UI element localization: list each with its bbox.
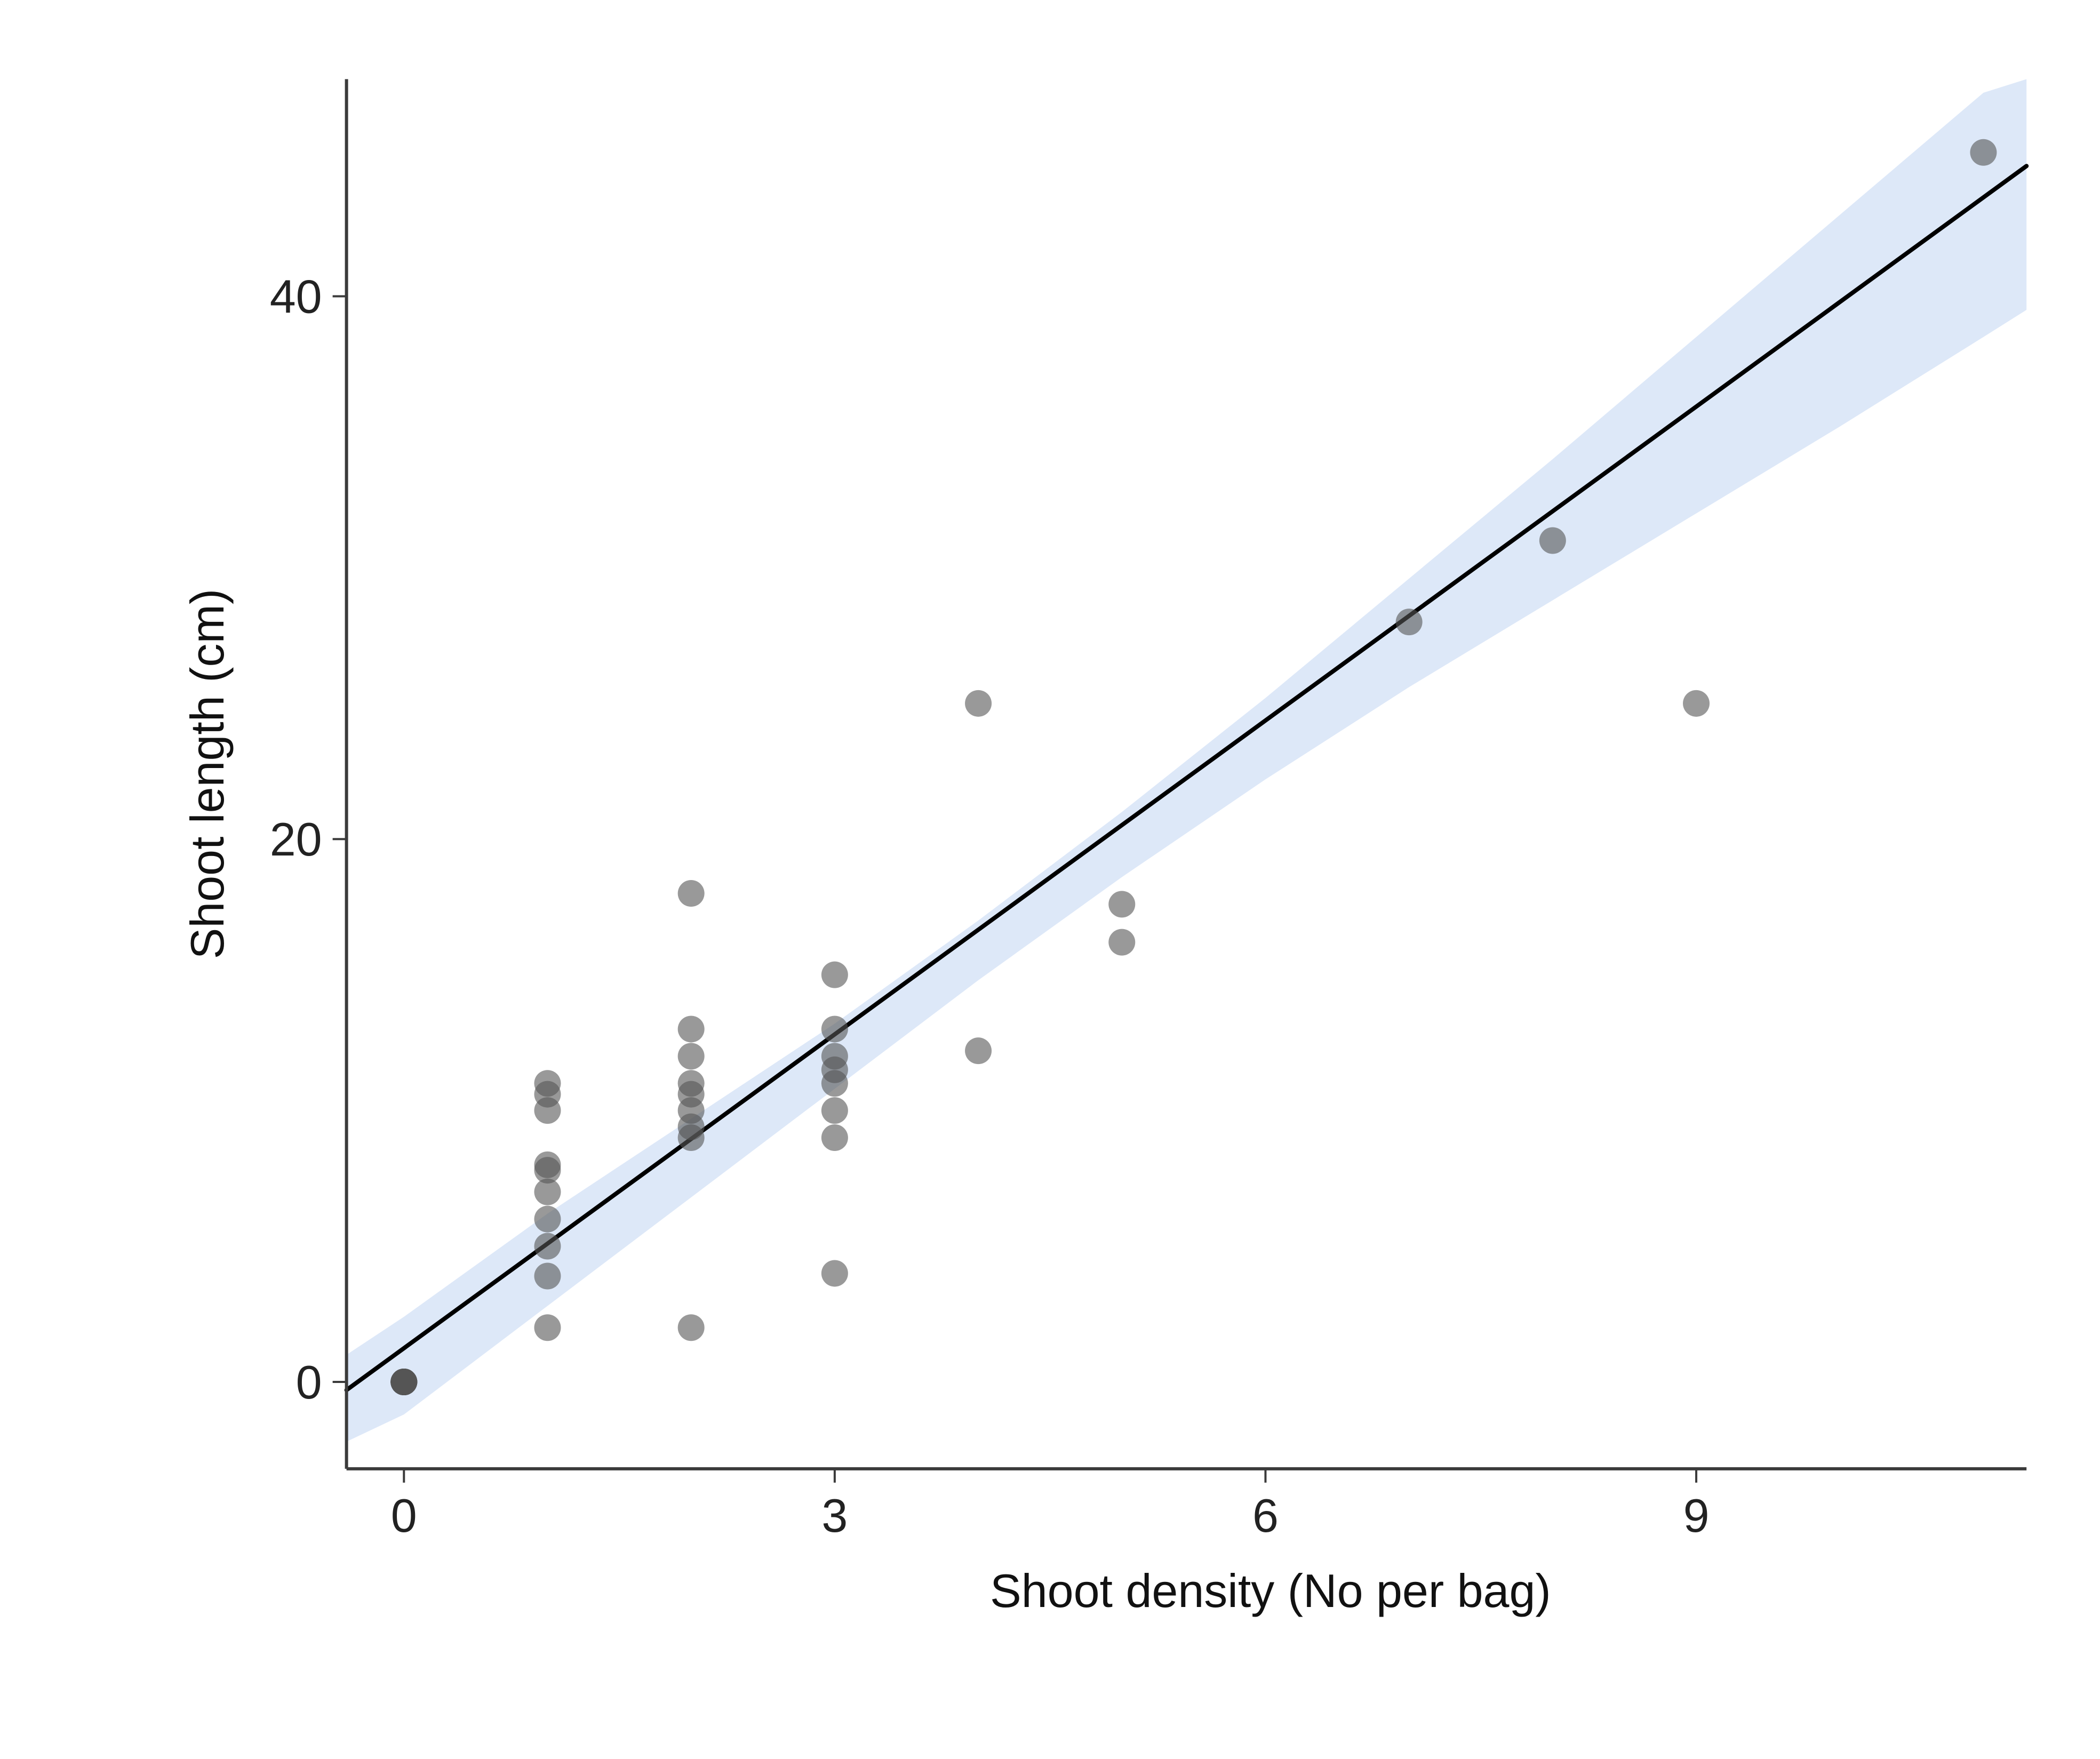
data-point <box>821 1260 848 1286</box>
data-point <box>678 1314 705 1341</box>
data-point <box>821 1124 848 1151</box>
data-point <box>678 880 705 907</box>
data-point <box>1108 929 1135 956</box>
x-tick-label: 9 <box>1683 1489 1710 1542</box>
data-point <box>821 1016 848 1042</box>
x-tick-label: 3 <box>821 1489 848 1542</box>
data-point <box>390 1369 417 1395</box>
data-point <box>534 1263 561 1290</box>
data-point <box>678 1043 705 1069</box>
y-tick-label: 0 <box>296 1356 322 1409</box>
y-tick-label: 40 <box>270 270 322 323</box>
scatter-chart: 0 3 6 9 0 20 40 Shoot density (No per bag) Shoot… <box>0 0 2100 1759</box>
data-point <box>534 1233 561 1260</box>
data-point <box>1683 690 1710 717</box>
x-tick-label: 0 <box>391 1489 417 1542</box>
data-point <box>965 1037 992 1064</box>
data-point <box>534 1314 561 1341</box>
y-tick-label: 20 <box>270 813 322 866</box>
data-point <box>821 962 848 988</box>
data-point <box>534 1070 561 1097</box>
data-point <box>1970 139 1997 166</box>
data-point <box>1396 609 1423 635</box>
data-point <box>534 1152 561 1178</box>
x-tick-label: 6 <box>1252 1489 1279 1542</box>
data-point <box>965 690 992 717</box>
data-point <box>821 1043 848 1069</box>
data-point <box>534 1206 561 1233</box>
y-axis-label: Shoot length (cm) <box>181 589 234 960</box>
data-point <box>678 1016 705 1042</box>
x-axis-label: Shoot density (No per bag) <box>990 1564 1551 1617</box>
data-point <box>678 1070 705 1097</box>
data-point <box>821 1097 848 1124</box>
chart-container: 0 3 6 9 0 20 40 Shoot density (No per bag) Shoot… <box>0 0 2100 1759</box>
data-point <box>1539 527 1566 554</box>
data-point <box>1108 891 1135 917</box>
